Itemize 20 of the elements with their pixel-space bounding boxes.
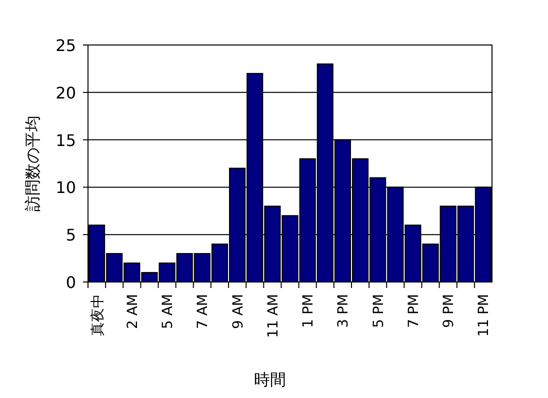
y-tick-label: 0 [66, 273, 76, 292]
x-tick-label: 5 PM [370, 294, 387, 328]
y-axis-title: 訪問数の平均 [23, 116, 42, 212]
y-tick-label: 25 [56, 36, 76, 55]
x-tick-label: 7 AM [195, 294, 212, 330]
x-tick-label: 5 AM [160, 294, 176, 330]
x-tick-label: 真夜中 [90, 294, 106, 336]
x-tick-label: 9 PM [441, 294, 458, 328]
y-tick-label: 5 [66, 226, 76, 245]
x-tick-label: 1 PM [300, 294, 317, 328]
x-axis-title: 時間 [254, 370, 286, 389]
y-tick-label: 15 [56, 130, 76, 150]
x-tick-label: 11 PM [476, 294, 492, 337]
x-tick-label: 11 AM [265, 294, 282, 338]
x-tick-label: 2 AM [124, 294, 141, 330]
y-tick-label: 20 [56, 83, 76, 102]
x-tick-label: 7 PM [406, 294, 422, 328]
x-tick-label: 3 PM [336, 294, 352, 328]
x-tick-label: 9 AM [230, 294, 246, 330]
y-tick-label: 10 [56, 178, 76, 198]
